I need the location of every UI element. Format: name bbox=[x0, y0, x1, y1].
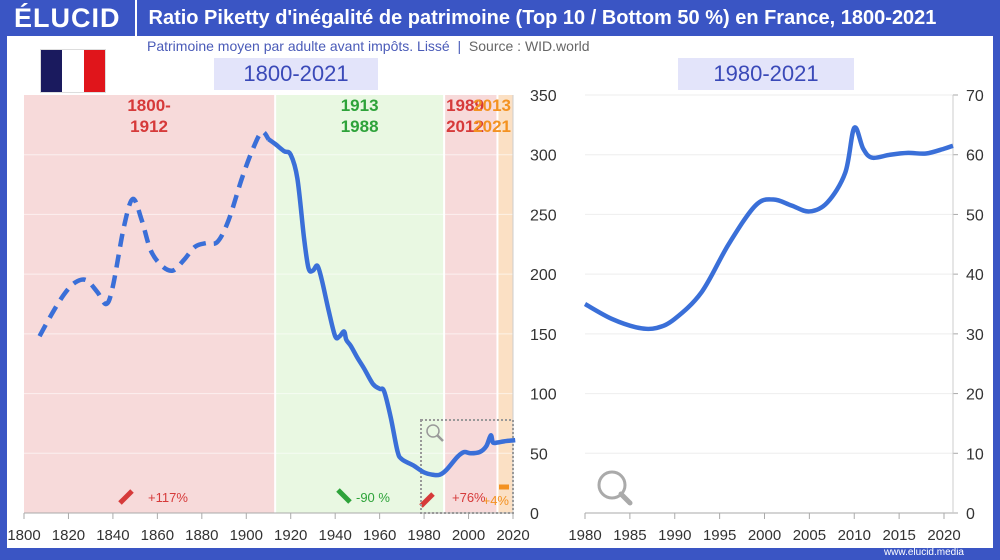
magnifier-icon bbox=[597, 470, 627, 500]
period-label: 1912 bbox=[130, 117, 168, 136]
x-tick-label: 2010 bbox=[838, 527, 871, 544]
magnifier-icon bbox=[426, 424, 440, 438]
period-label: 1988 bbox=[341, 117, 379, 136]
x-tick-label: 1880 bbox=[185, 527, 218, 544]
y-tick-label: 100 bbox=[530, 387, 557, 404]
period-change: +76% bbox=[452, 490, 486, 505]
subtitle: Patrimoine moyen par adulte avant impôts… bbox=[147, 38, 590, 54]
x-tick-label: 2015 bbox=[882, 527, 915, 544]
x-tick-label: 2000 bbox=[748, 527, 781, 544]
x-tick-label: 1860 bbox=[141, 527, 174, 544]
logo: ÉLUCID bbox=[0, 0, 137, 36]
up-arrow-icon bbox=[118, 489, 134, 505]
series-line-solid bbox=[267, 137, 516, 478]
y-tick-label: 350 bbox=[530, 88, 557, 105]
period-change: +117% bbox=[148, 490, 188, 505]
x-tick-label: 1800 bbox=[7, 527, 40, 544]
x-tick-label: 1840 bbox=[96, 527, 129, 544]
x-tick-label: 2020 bbox=[927, 527, 960, 544]
subtitle-text: Patrimoine moyen par adulte avant impôts… bbox=[147, 38, 450, 54]
left-chart-title: 1800-2021 bbox=[214, 58, 378, 90]
y-tick-label: 150 bbox=[530, 327, 557, 344]
x-tick-label: 1990 bbox=[658, 527, 691, 544]
x-tick-label: 1920 bbox=[274, 527, 307, 544]
period-change: -90 % bbox=[356, 490, 390, 505]
y-tick-label: 70 bbox=[966, 88, 984, 105]
x-tick-label: 1980 bbox=[568, 527, 601, 544]
period-band bbox=[445, 95, 497, 513]
x-tick-label: 1995 bbox=[703, 527, 736, 544]
period-change: +4% bbox=[483, 493, 510, 508]
y-tick-label: 10 bbox=[966, 446, 984, 463]
period-band bbox=[24, 95, 275, 513]
chart-title: Ratio Piketty d'inégalité de patrimoine … bbox=[148, 6, 937, 29]
header: ÉLUCID Ratio Piketty d'inégalité de patr… bbox=[0, 0, 1000, 36]
y-tick-label: 0 bbox=[966, 506, 975, 523]
x-tick-label: 2020 bbox=[496, 527, 529, 544]
zoom-region bbox=[420, 419, 514, 514]
x-tick-label: 1900 bbox=[230, 527, 263, 544]
period-label: 2013 bbox=[473, 96, 511, 115]
y-tick-label: 200 bbox=[530, 267, 557, 284]
y-tick-label: 300 bbox=[530, 148, 557, 165]
period-label: 2021 bbox=[473, 117, 511, 136]
x-tick-label: 1980 bbox=[407, 527, 440, 544]
x-tick-label: 2000 bbox=[452, 527, 485, 544]
right-chart-title: 1980-2021 bbox=[678, 58, 854, 90]
x-tick-label: 2005 bbox=[793, 527, 826, 544]
magnifier-handle bbox=[618, 491, 633, 506]
x-tick-label: 1960 bbox=[363, 527, 396, 544]
y-tick-label: 50 bbox=[966, 207, 984, 224]
down-arrow-icon bbox=[336, 488, 352, 504]
y-tick-label: 20 bbox=[966, 387, 984, 404]
period-label: 1913 bbox=[341, 96, 379, 115]
website: www.elucid.media bbox=[883, 547, 964, 558]
period-band bbox=[498, 95, 513, 513]
series-line bbox=[583, 125, 954, 332]
footer bbox=[0, 548, 1000, 560]
y-tick-label: 0 bbox=[530, 506, 539, 523]
x-tick-label: 1985 bbox=[613, 527, 646, 544]
france-flag bbox=[40, 49, 106, 93]
magnifier-handle bbox=[436, 434, 444, 442]
source: Source : WID.world bbox=[468, 38, 590, 54]
period-label: 2012 bbox=[446, 117, 484, 136]
period-band bbox=[276, 95, 444, 513]
y-tick-label: 30 bbox=[966, 327, 984, 344]
period-label: 1989 bbox=[446, 96, 484, 115]
series-line-dashed bbox=[37, 129, 271, 338]
up-arrow-icon bbox=[419, 492, 435, 508]
period-label: 1800- bbox=[127, 96, 170, 115]
x-tick-label: 1940 bbox=[318, 527, 351, 544]
y-tick-label: 50 bbox=[530, 446, 548, 463]
y-tick-label: 40 bbox=[966, 267, 984, 284]
y-tick-label: 60 bbox=[966, 148, 984, 165]
x-tick-label: 1820 bbox=[52, 527, 85, 544]
y-tick-label: 250 bbox=[530, 207, 557, 224]
